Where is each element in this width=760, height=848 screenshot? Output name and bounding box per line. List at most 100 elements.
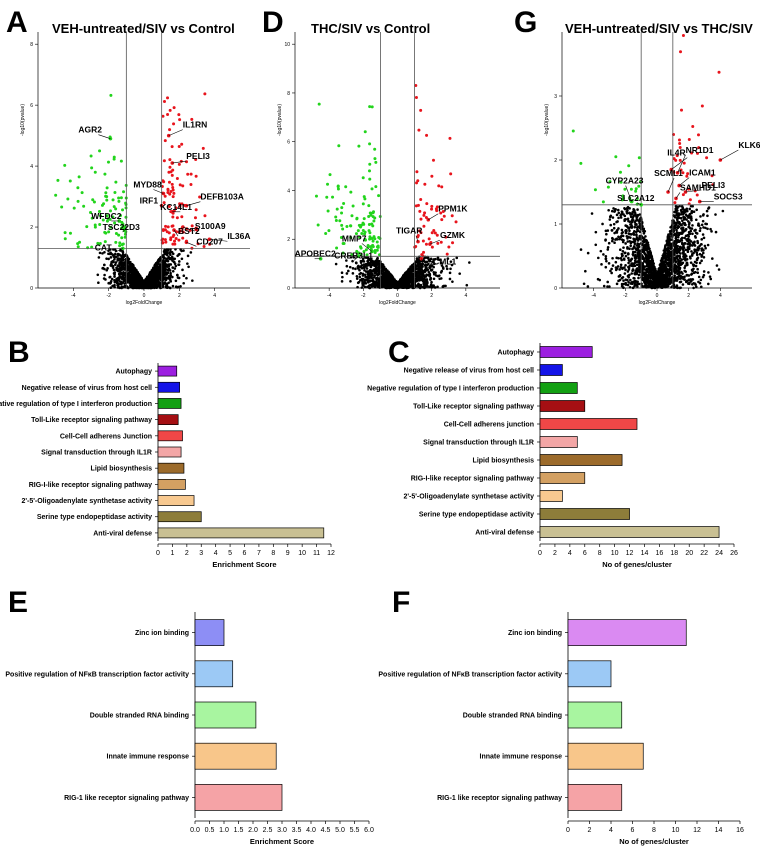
ns-point (367, 271, 370, 275)
ns-point (691, 269, 694, 273)
ns-point (681, 207, 684, 211)
ns-point (368, 262, 372, 265)
y-tick-label: 0 (287, 286, 290, 292)
ns-point (691, 241, 695, 245)
ns-point (164, 272, 167, 276)
ns-point (606, 248, 610, 251)
ns-point (701, 219, 705, 223)
ns-point (167, 255, 170, 259)
up-point (163, 238, 167, 242)
up-point (419, 108, 423, 112)
ns-point (631, 262, 634, 265)
down-point (369, 213, 373, 217)
ns-point (177, 260, 181, 263)
ns-point (458, 272, 462, 275)
ns-point (666, 284, 670, 288)
down-point (66, 197, 70, 201)
ns-point (607, 241, 611, 245)
ns-point (432, 265, 435, 269)
up-point (450, 214, 454, 218)
ns-point (153, 280, 157, 284)
ns-point (669, 238, 672, 242)
ns-point (372, 283, 376, 287)
ns-point (627, 261, 630, 265)
x-axis-label-D: log2FoldChange (379, 300, 416, 306)
ns-point (116, 265, 120, 268)
down-point (120, 226, 124, 230)
ns-point (362, 284, 365, 287)
ns-point (409, 280, 413, 284)
ns-point (175, 273, 179, 277)
ns-point (177, 263, 181, 266)
ns-point (361, 272, 365, 276)
up-point (171, 188, 175, 192)
y-tick-label: 2 (554, 158, 557, 164)
ns-point (157, 281, 161, 285)
ns-point (617, 235, 620, 239)
ns-point (676, 270, 680, 273)
up-point (430, 204, 434, 208)
down-point (63, 237, 67, 241)
ns-point (619, 256, 623, 260)
up-point (430, 174, 434, 178)
ns-point (164, 259, 168, 262)
ns-point (627, 226, 631, 230)
ns-point (425, 267, 428, 271)
ns-point (611, 256, 614, 260)
ns-point (590, 212, 594, 215)
down-point (119, 159, 123, 163)
ns-point (683, 257, 687, 260)
ns-point (628, 220, 632, 224)
ns-point (626, 252, 630, 256)
gene-label: CD207 (196, 236, 223, 246)
up-point (169, 189, 173, 193)
up-point (427, 237, 431, 241)
up-point (440, 185, 444, 189)
down-point (114, 180, 118, 184)
down-point (92, 200, 96, 204)
ns-point (636, 242, 639, 245)
ns-point (115, 277, 118, 281)
down-point (97, 209, 101, 213)
x-tick-label: 0 (656, 293, 659, 299)
down-point (93, 170, 97, 174)
down-point (90, 245, 94, 249)
ns-point (636, 282, 639, 286)
x-tick-label: -4 (327, 293, 332, 299)
ns-point (105, 257, 108, 260)
up-point (422, 224, 426, 228)
ns-point (422, 257, 426, 260)
ns-point (360, 286, 364, 289)
ns-point (375, 261, 378, 265)
ns-point (366, 278, 369, 282)
ns-point (425, 256, 428, 259)
gene-label: IL1RN (183, 120, 208, 130)
ns-point (693, 244, 697, 247)
down-point (326, 209, 330, 213)
ns-point (584, 269, 587, 273)
gene-label: WFDC2 (91, 211, 121, 221)
up-point (419, 198, 423, 202)
ns-point (602, 284, 606, 288)
up-point (435, 209, 439, 213)
ns-point (643, 252, 647, 255)
ns-point (148, 274, 152, 278)
ns-point (690, 254, 694, 257)
ns-point (693, 282, 697, 285)
ns-point (620, 228, 624, 232)
ns-point (624, 278, 628, 281)
ns-point (122, 266, 125, 269)
up-point (171, 215, 175, 219)
ns-point (696, 271, 700, 275)
ns-point (416, 263, 420, 267)
down-point (364, 248, 368, 252)
down-point (77, 175, 81, 179)
ns-point (433, 262, 436, 266)
ns-point (101, 252, 104, 255)
up-point (180, 202, 184, 206)
ns-point (663, 254, 667, 257)
ns-point (623, 218, 627, 221)
ns-point (415, 276, 419, 279)
ns-point (705, 209, 709, 213)
